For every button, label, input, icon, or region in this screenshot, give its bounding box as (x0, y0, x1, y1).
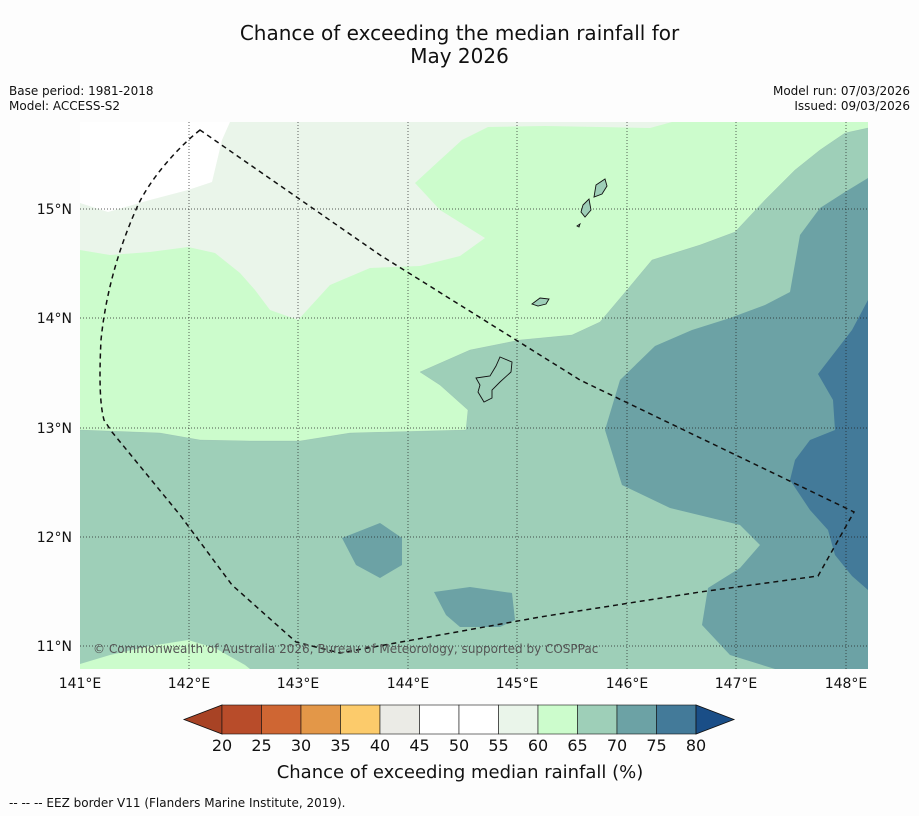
colorbar-tick-label: 30 (291, 736, 311, 755)
colorbar-tick-label: 50 (449, 736, 469, 755)
colorbar-tick-label: 65 (567, 736, 587, 755)
meta-right: Model run: 07/03/2026 Issued: 09/03/2026 (773, 84, 910, 114)
model-text: Model: ACCESS-S2 (9, 99, 121, 113)
lat-tick-labels: 11°N 12°N 13°N 14°N 15°N (37, 202, 72, 655)
island-saipan (593, 178, 608, 198)
colorbar-swatch (419, 704, 460, 735)
colorbar-swatch (458, 704, 499, 735)
colorbar-tick-label: 25 (251, 736, 271, 755)
island-tinian (580, 198, 592, 218)
colorbar-tick-label: 45 (409, 736, 429, 755)
lat-tick: 15°N (37, 202, 72, 218)
colorbar-tick-label: 55 (488, 736, 508, 755)
gridlines (80, 122, 868, 669)
lon-tick: 143°E (277, 676, 320, 692)
lat-tick: 12°N (37, 530, 72, 546)
colorbar-swatch (616, 704, 657, 735)
contour-60-65-south (80, 640, 250, 669)
copyright-text: © Commonwealth of Australia 2026, Bureau… (93, 642, 598, 656)
islands (475, 178, 608, 403)
colorbar-swatch (221, 704, 262, 735)
lon-tick: 148°E (825, 676, 868, 692)
meta-left: Base period: 1981-2018 Model: ACCESS-S2 (9, 84, 154, 114)
title-line-2: May 2026 (410, 44, 509, 68)
lon-tick: 146°E (606, 676, 649, 692)
colorbar-swatch (656, 704, 697, 735)
colorbar-swatch (379, 704, 420, 735)
eez-border (99, 129, 856, 654)
contour-55-60 (80, 122, 672, 320)
lon-tick-labels: 141°E 142°E 143°E 144°E 145°E 146°E 147°… (59, 676, 868, 692)
lat-tick: 13°N (37, 421, 72, 437)
rainfall-contours (80, 122, 868, 669)
lon-tick: 145°E (496, 676, 539, 692)
lon-tick: 142°E (168, 676, 211, 692)
lon-tick: 144°E (387, 676, 430, 692)
colorbar-swatch (300, 704, 341, 735)
colorbar-swatch (340, 704, 381, 735)
lon-tick: 147°E (715, 676, 758, 692)
colorbar-tick-label: 60 (528, 736, 548, 755)
colorbar-swatch (261, 704, 302, 735)
colorbar-swatch (537, 704, 578, 735)
model-run-text: Model run: 07/03/2026 (772, 84, 910, 98)
colorbar-tick-label: 70 (607, 736, 627, 755)
island-rota (531, 297, 550, 307)
base-period-text: Base period: 1981-2018 (9, 84, 154, 98)
colorbar-title: Chance of exceeding median rainfall (%) (277, 762, 644, 783)
lat-tick: 11°N (37, 639, 72, 655)
island-guam (475, 356, 513, 403)
colorbar-tick-label: 20 (212, 736, 232, 755)
lat-tick: 14°N (37, 311, 72, 327)
colorbar-swatch (577, 704, 618, 735)
colorbar-tick-label: 75 (646, 736, 666, 755)
map-title: Chance of exceeding the median rainfall … (0, 22, 919, 68)
colorbar-extend-high (695, 704, 736, 735)
contour-75-80 (790, 300, 868, 590)
lon-tick: 141°E (59, 676, 102, 692)
colorbar-extend-low (182, 704, 223, 735)
contour-50-55 (80, 122, 230, 212)
footnote: -- -- -- EEZ border V11 (Flanders Marine… (9, 796, 346, 810)
colorbar-tick-label: 80 (686, 736, 706, 755)
colorbar-tick-label: 40 (370, 736, 390, 755)
colorbar-swatch (498, 704, 539, 735)
island-aguijan (576, 222, 581, 228)
title-line-1: Chance of exceeding the median rainfall … (239, 21, 680, 45)
contour-70-75 (605, 178, 868, 669)
colorbar-tick-label: 35 (330, 736, 350, 755)
colorbar-labels: 20 25 30 35 40 45 50 55 60 65 70 75 80 (212, 736, 706, 755)
issued-text: Issued: 09/03/2026 (794, 99, 910, 113)
colorbar (182, 704, 736, 735)
contour-70-75-blob-b (434, 587, 515, 627)
